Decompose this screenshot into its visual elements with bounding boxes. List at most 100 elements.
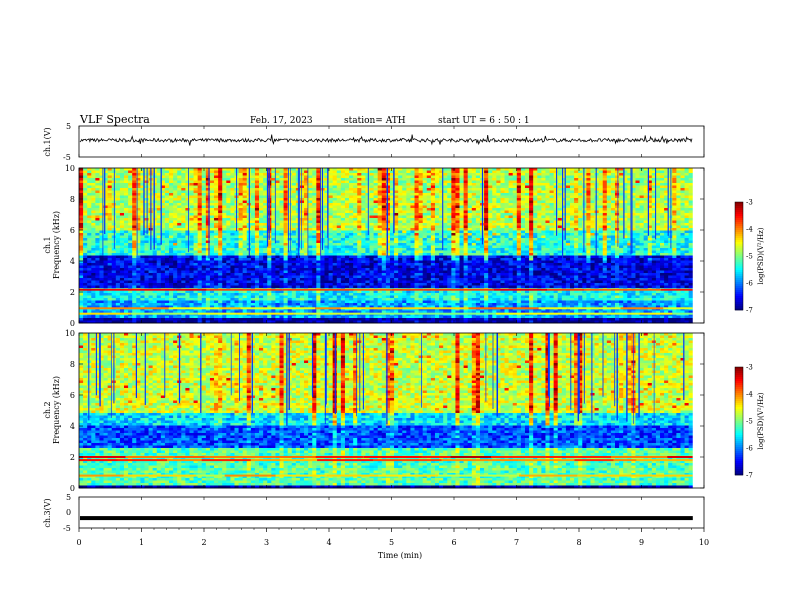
spectrogram-cell: [243, 226, 247, 229]
spectrogram-cell: [243, 246, 247, 249]
spectrogram-cell: [496, 221, 500, 224]
spectrogram-cell: [132, 188, 136, 191]
spectrogram-cell: [410, 208, 414, 211]
spectrogram-cell: [676, 241, 680, 244]
spectrogram-cell: [230, 236, 234, 239]
spectrogram-cell: [329, 241, 333, 244]
spectrogram-cell: [361, 246, 365, 249]
spectrogram-cell: [349, 221, 353, 224]
spectrogram-cell: [554, 203, 558, 206]
spectrogram-cell: [668, 243, 672, 246]
spectrogram-cell: [505, 233, 509, 236]
spectrogram-cell: [386, 243, 390, 246]
spectrogram-cell: [537, 171, 541, 174]
spectrogram-cell: [279, 173, 283, 176]
spectrogram-cell: [169, 196, 173, 199]
spectrogram-cell: [611, 238, 615, 241]
spectrogram-cell: [251, 211, 255, 214]
spectrogram-cell: [251, 213, 255, 216]
spectrogram-cell: [689, 238, 693, 241]
spectrogram-cell: [554, 183, 558, 186]
spectrogram-cell: [279, 178, 283, 181]
spectrogram-cell: [640, 208, 644, 211]
spectrogram-cell: [353, 203, 357, 206]
spectrogram-cell: [537, 218, 541, 221]
spectrogram-cell: [357, 168, 361, 171]
spectrogram-cell: [619, 243, 623, 246]
spectrogram-cell: [378, 188, 382, 191]
spectrogram-cell: [279, 208, 283, 211]
spectrogram-cell: [345, 181, 349, 184]
spectrogram-cell: [656, 203, 660, 206]
spectrogram-cell: [656, 213, 660, 216]
spectrogram-cell: [284, 188, 288, 191]
spectrogram-cell: [165, 246, 169, 249]
spectrogram-cell: [83, 251, 87, 254]
spectrogram-cell: [95, 191, 99, 194]
spectrogram-cell: [104, 248, 108, 251]
spectrogram-cell: [656, 241, 660, 244]
spectrogram-cell: [410, 238, 414, 241]
spectrogram-cell: [222, 246, 226, 249]
spectrogram-cell: [226, 223, 230, 226]
spectrogram-cell: [173, 198, 177, 201]
spectrogram-cell: [668, 178, 672, 181]
spectrogram-cell: [574, 176, 578, 179]
spectrogram-cell: [181, 213, 185, 216]
spectrogram-cell: [279, 186, 283, 189]
spectrogram-cell: [660, 191, 664, 194]
spectrogram-cell: [153, 226, 157, 229]
spectrogram-cell: [206, 176, 210, 179]
spectrogram-cell: [619, 181, 623, 184]
spectrogram-cell: [312, 208, 316, 211]
spectrogram-cell: [672, 168, 676, 171]
spectrogram-cell: [165, 213, 169, 216]
spectrogram-cell: [582, 191, 586, 194]
spectrogram-cell: [370, 223, 374, 226]
spectrogram-cell: [214, 236, 218, 239]
spectrogram-cell: [541, 203, 545, 206]
spectrogram-cell: [292, 178, 296, 181]
spectrogram-cell: [337, 231, 341, 234]
spectrogram-cell: [685, 223, 689, 226]
spectrogram-cell: [619, 238, 623, 241]
spectrogram-cell: [484, 201, 488, 204]
spectrogram-cell: [390, 233, 394, 236]
spectrogram-cell: [374, 186, 378, 189]
spectrogram-cell: [443, 213, 447, 216]
spectrogram-cell: [607, 238, 611, 241]
spectrogram-cell: [537, 203, 541, 206]
spectrogram-cell: [419, 248, 423, 251]
spectrogram-cell: [206, 193, 210, 196]
spectrogram-cell: [406, 193, 410, 196]
spectrogram-cell: [165, 206, 169, 209]
spectrogram-cell: [689, 223, 693, 226]
spectrogram-cell: [83, 208, 87, 211]
spectrogram-cell: [177, 228, 181, 231]
spectrogram-cell: [672, 196, 676, 199]
spectrogram-cell: [79, 241, 83, 244]
spectrogram-cell: [590, 213, 594, 216]
spectrogram-cell: [91, 198, 95, 201]
spectrogram-cell: [108, 226, 112, 229]
spectrogram-cell: [206, 236, 210, 239]
spectrogram-cell: [513, 206, 517, 209]
spectrogram-cell: [443, 238, 447, 241]
spectrogram-cell: [611, 223, 615, 226]
spectrogram-cell: [672, 191, 676, 194]
spectrogram-cell: [189, 228, 193, 231]
spectrogram-cell: [214, 193, 218, 196]
spectrogram-cell: [496, 241, 500, 244]
spectrogram-cell: [644, 203, 648, 206]
spectrogram-cell: [275, 211, 279, 214]
spectrogram-cell: [255, 233, 259, 236]
spectrogram-cell: [300, 226, 304, 229]
spectrogram-cell: [472, 221, 476, 224]
spectrogram-cell: [329, 238, 333, 241]
spectrogram-cell: [284, 208, 288, 211]
spectrogram-cell: [124, 231, 128, 234]
spectrogram-cell: [234, 238, 238, 241]
spectrogram-cell: [595, 243, 599, 246]
spectrogram-cell: [545, 226, 549, 229]
spectrogram-cell: [374, 193, 378, 196]
